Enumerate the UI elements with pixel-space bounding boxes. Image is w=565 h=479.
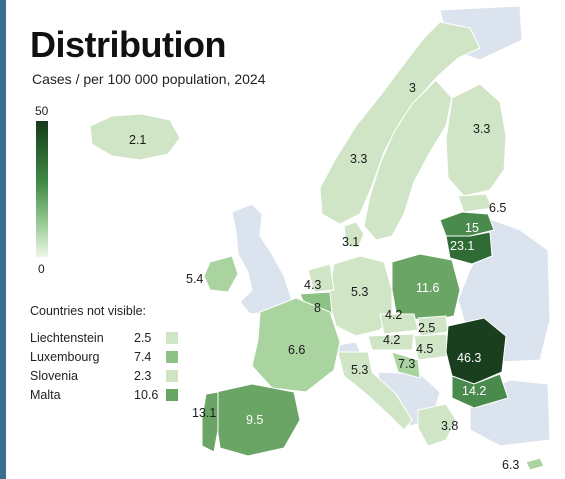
label-portugal: 13.1 xyxy=(192,406,216,420)
not-visible-value: 2.3 xyxy=(134,369,152,383)
not-visible-name: Luxembourg xyxy=(30,350,100,364)
estonia-shape xyxy=(457,193,493,213)
not-visible-row: Luxembourg 7.4 xyxy=(30,350,178,364)
label-sweden: 3.3 xyxy=(350,152,367,166)
iceland-shape xyxy=(89,113,181,161)
label-estonia: 6.5 xyxy=(489,201,506,215)
label-czechia: 4.2 xyxy=(385,308,402,322)
label-spain: 9.5 xyxy=(246,413,263,427)
czechia-shape xyxy=(379,313,419,335)
scale-max-label: 50 xyxy=(35,104,49,118)
label-france: 6.6 xyxy=(288,343,305,357)
finland-shape xyxy=(445,83,507,197)
not-visible-name: Slovenia xyxy=(30,369,78,383)
poland-shape xyxy=(391,253,461,323)
bulgaria-shape xyxy=(451,373,509,409)
uk-shape xyxy=(231,203,293,315)
netherlands-shape xyxy=(307,263,335,293)
greece-shape xyxy=(417,403,457,447)
left-edge-bar xyxy=(0,0,6,479)
legend-swatch xyxy=(166,370,178,382)
label-norway: 3 xyxy=(409,81,416,95)
chart-subtitle: Cases / per 100 000 population, 2024 xyxy=(32,71,266,87)
ireland-shape xyxy=(203,255,239,293)
not-visible-row: Malta 10.6 xyxy=(30,388,178,402)
portugal-shape xyxy=(201,391,219,453)
legend-swatch xyxy=(166,332,178,344)
label-lithuania: 23.1 xyxy=(450,239,474,253)
label-greece: 3.8 xyxy=(441,419,458,433)
label-austria: 4.2 xyxy=(383,333,400,347)
label-romania: 46.3 xyxy=(457,351,481,365)
romania-shape xyxy=(445,317,507,385)
not-visible-row: Slovenia 2.3 xyxy=(30,369,178,383)
legend-swatch xyxy=(166,389,178,401)
legend-swatch xyxy=(166,351,178,363)
label-slovakia: 2.5 xyxy=(418,321,435,335)
austria-shape xyxy=(367,333,415,351)
not-visible-value: 10.6 xyxy=(134,388,159,402)
not-visible-value: 7.4 xyxy=(134,350,152,364)
label-poland: 11.6 xyxy=(416,281,439,295)
label-denmark: 3.1 xyxy=(342,235,359,249)
lithuania-shape xyxy=(445,231,493,265)
not-visible-name: Malta xyxy=(30,388,61,402)
label-iceland: 2.1 xyxy=(129,133,146,147)
label-italy: 5.3 xyxy=(351,363,368,377)
italy-shape xyxy=(337,351,413,431)
norway-shape xyxy=(319,21,481,225)
label-netherlands: 4.3 xyxy=(304,278,321,292)
not-visible-name: Liechtenstein xyxy=(30,331,104,345)
not-visible-row: Liechtenstein 2.5 xyxy=(30,331,178,345)
label-hungary: 4.5 xyxy=(416,342,433,356)
color-scale-bar xyxy=(36,121,48,257)
croatia-shape xyxy=(391,351,421,379)
label-croatia: 7.3 xyxy=(398,357,415,371)
label-cyprus: 6.3 xyxy=(502,458,519,472)
label-ireland: 5.4 xyxy=(186,272,203,286)
sweden-shape xyxy=(363,79,453,241)
denmark-shape xyxy=(343,221,365,249)
label-germany: 5.3 xyxy=(351,285,368,299)
chart-title: Distribution xyxy=(30,24,226,65)
label-finland: 3.3 xyxy=(473,122,490,136)
scale-min-label: 0 xyxy=(38,262,45,276)
label-belgium: 8 xyxy=(314,301,321,315)
label-latvia: 15 xyxy=(465,221,479,235)
not-visible-value: 2.5 xyxy=(134,331,152,345)
not-visible-title: Countries not visible: xyxy=(30,304,147,318)
label-bulgaria: 14.2 xyxy=(462,384,486,398)
cyprus-shape xyxy=(525,457,545,471)
france-shape xyxy=(251,297,341,393)
